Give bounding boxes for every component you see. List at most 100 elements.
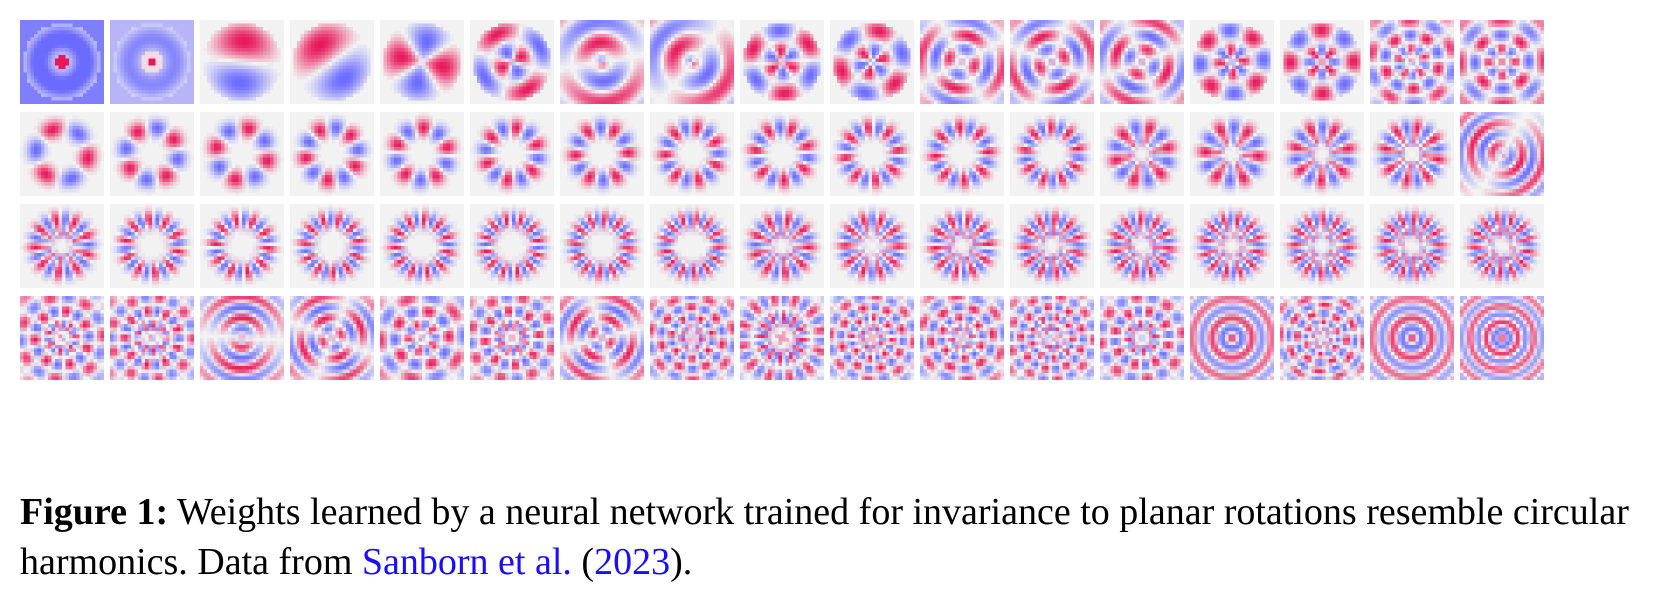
harmonic-filter-tile <box>110 296 194 380</box>
harmonic-filter-image <box>650 20 734 104</box>
harmonic-filter-tile <box>1100 20 1184 104</box>
harmonic-filter-tile <box>1100 296 1184 380</box>
harmonic-filter-image <box>380 204 464 288</box>
harmonic-filter-image <box>650 204 734 288</box>
harmonic-filter-image <box>290 112 374 196</box>
harmonic-filter-image <box>560 296 644 380</box>
harmonic-filter-image <box>470 296 554 380</box>
harmonic-filter-image <box>1010 296 1094 380</box>
harmonic-filter-image <box>1283 23 1361 101</box>
harmonic-filter-tile <box>1370 20 1454 104</box>
harmonic-filter-tile <box>380 20 464 104</box>
harmonic-filter-tile <box>290 112 374 196</box>
harmonic-filter-image <box>1010 20 1094 104</box>
harmonic-filter-image <box>380 112 464 196</box>
harmonic-filter-tile <box>740 204 824 288</box>
harmonic-filter-tile <box>20 112 104 196</box>
harmonic-filter-tile <box>1010 20 1094 104</box>
harmonic-filter-tile <box>650 204 734 288</box>
harmonic-filter-image <box>203 23 281 101</box>
harmonic-filter-image <box>110 296 194 380</box>
harmonic-filter-image <box>1370 204 1454 288</box>
harmonic-filter-tile <box>1010 204 1094 288</box>
harmonic-filter-image <box>740 112 824 196</box>
harmonic-filter-image <box>920 204 1004 288</box>
harmonic-filter-image <box>830 296 914 380</box>
harmonic-filter-image <box>1460 204 1544 288</box>
harmonic-filter-tile <box>1280 204 1364 288</box>
harmonic-filter-image <box>1100 112 1184 196</box>
harmonic-filter-tile <box>110 204 194 288</box>
figure-label: Figure 1: <box>20 491 168 533</box>
harmonic-filter-image <box>650 296 734 380</box>
harmonic-filter-tile <box>740 112 824 196</box>
harmonic-filter-image <box>20 20 104 104</box>
harmonic-filter-tile <box>380 296 464 380</box>
harmonic-filter-tile <box>290 204 374 288</box>
caption-text: Weights learned by a neural network trai… <box>20 491 1629 583</box>
harmonic-filter-image <box>920 20 1004 104</box>
harmonic-filter-tile <box>20 296 104 380</box>
harmonic-filter-tile <box>1190 296 1274 380</box>
harmonic-filter-image <box>1460 20 1544 104</box>
harmonic-filter-image <box>1280 204 1364 288</box>
harmonic-filter-tile <box>1190 20 1274 104</box>
harmonic-filter-tile <box>200 112 284 196</box>
harmonic-filter-tile <box>1280 296 1364 380</box>
harmonic-filter-image <box>293 23 371 101</box>
harmonic-filter-image <box>560 204 644 288</box>
harmonic-filter-image <box>1193 23 1271 101</box>
figure-caption: Figure 1: Weights learned by a neural ne… <box>20 487 1650 587</box>
harmonic-filter-image <box>110 204 194 288</box>
harmonic-filter-image <box>1460 112 1544 196</box>
harmonic-filter-image <box>830 204 914 288</box>
harmonic-filter-tile <box>830 296 914 380</box>
citation-open-paren: ( <box>581 541 594 583</box>
harmonic-filter-tile <box>920 112 1004 196</box>
harmonic-filter-tile <box>650 112 734 196</box>
harmonic-filter-image <box>20 296 104 380</box>
harmonic-filter-tile <box>470 20 554 104</box>
harmonic-filter-tile <box>1100 204 1184 288</box>
harmonic-filter-tile <box>1190 204 1274 288</box>
harmonic-filter-image <box>560 20 644 104</box>
harmonic-filter-tile <box>110 20 194 104</box>
citation-link-year[interactable]: 2023 <box>594 541 670 583</box>
harmonic-filter-image <box>1460 296 1544 380</box>
harmonic-filter-tile <box>1010 296 1094 380</box>
harmonic-filter-image <box>1010 112 1094 196</box>
harmonic-filter-tile <box>560 112 644 196</box>
citation-link-authors[interactable]: Sanborn et al. <box>362 541 572 583</box>
harmonic-filter-tile <box>200 20 284 104</box>
harmonic-filter-image <box>380 296 464 380</box>
harmonic-filter-tile <box>1190 112 1274 196</box>
harmonic-filter-tile <box>200 296 284 380</box>
harmonic-filter-image <box>1100 204 1184 288</box>
harmonic-filter-image <box>470 204 554 288</box>
harmonic-filter-image <box>1370 296 1454 380</box>
harmonic-filter-tile <box>920 296 1004 380</box>
harmonic-filter-tile <box>470 204 554 288</box>
harmonic-filter-tile <box>920 204 1004 288</box>
harmonic-filter-tile <box>20 20 104 104</box>
harmonic-filter-image <box>473 23 551 101</box>
harmonic-filter-tile <box>1370 296 1454 380</box>
harmonic-filter-tile <box>200 204 284 288</box>
harmonic-filter-image <box>470 112 554 196</box>
harmonic-filter-tile <box>290 296 374 380</box>
harmonic-filter-tile <box>1460 20 1544 104</box>
harmonic-filter-image <box>1280 112 1364 196</box>
harmonic-filter-image <box>833 23 911 101</box>
harmonic-filter-tile <box>1010 112 1094 196</box>
harmonic-filter-tile <box>470 112 554 196</box>
harmonic-filter-image <box>1190 296 1274 380</box>
harmonic-filter-image <box>20 115 104 193</box>
harmonic-filter-tile <box>830 204 914 288</box>
harmonic-filter-image <box>200 112 284 196</box>
harmonic-filter-tile <box>380 204 464 288</box>
harmonic-filter-image <box>740 296 824 380</box>
harmonic-filter-tile <box>650 20 734 104</box>
harmonic-filter-image <box>200 204 284 288</box>
harmonic-filter-image <box>290 296 374 380</box>
harmonic-filter-image <box>1190 112 1274 196</box>
